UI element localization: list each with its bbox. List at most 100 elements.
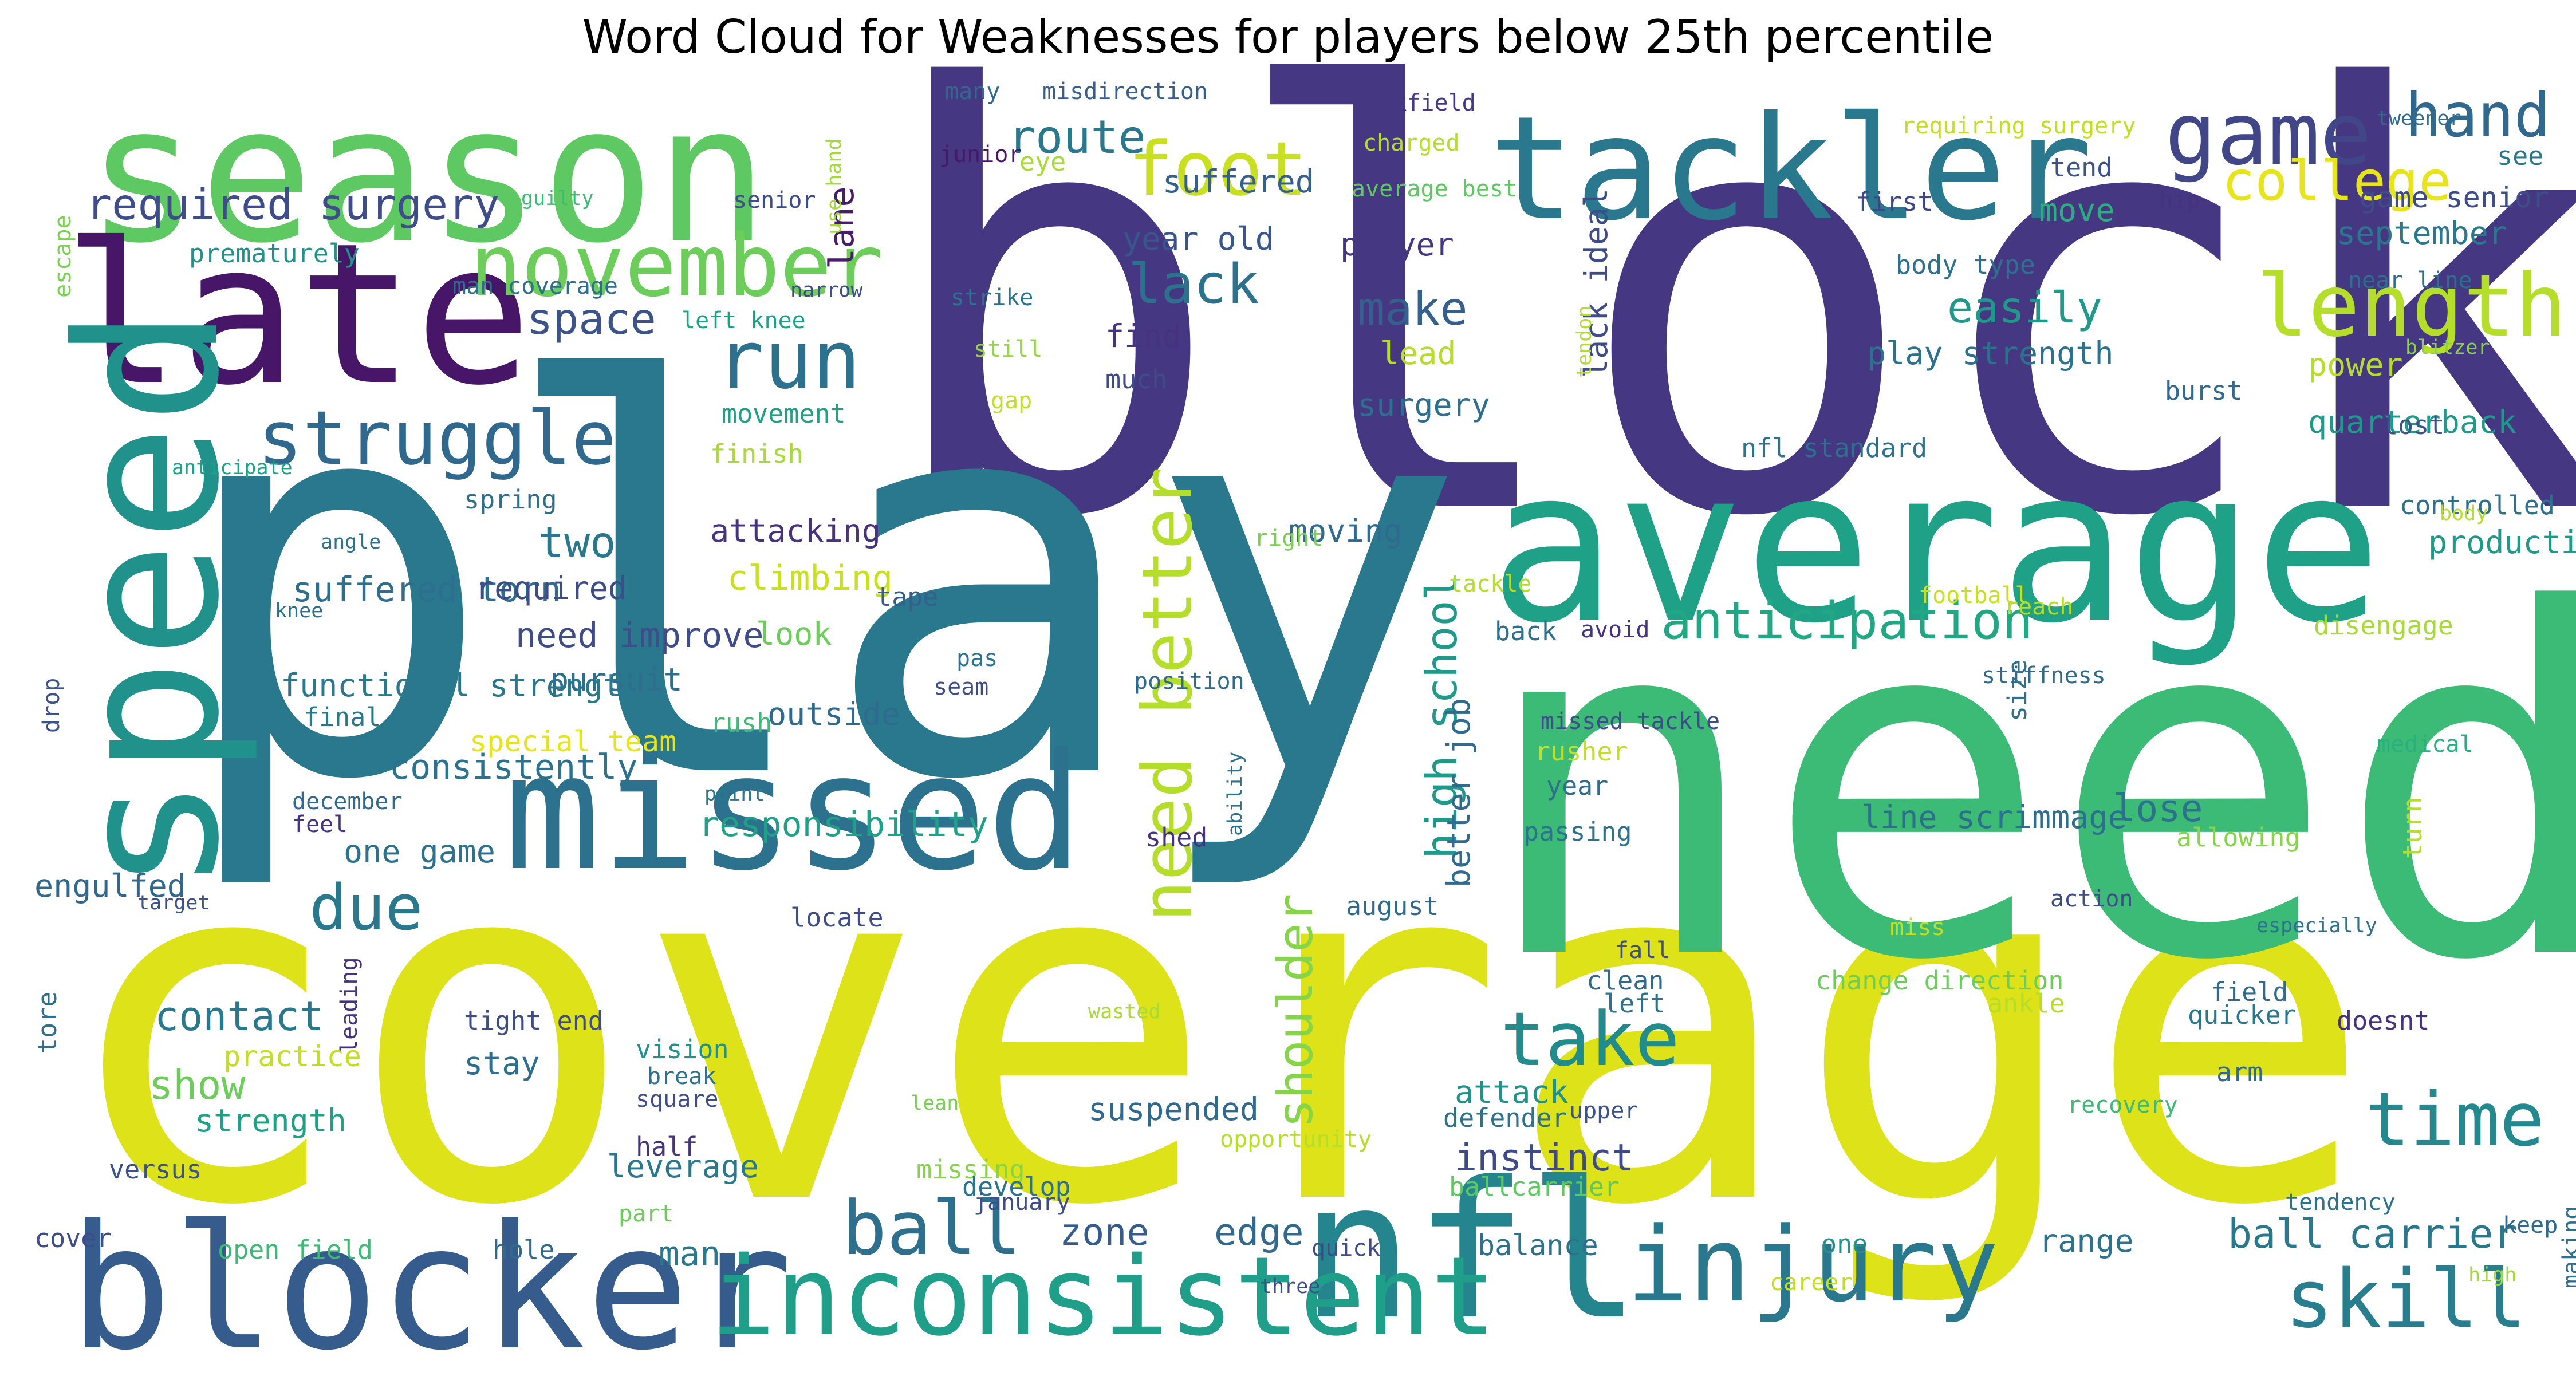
word-lead: lead bbox=[1380, 335, 1456, 372]
word-body: body bbox=[2440, 502, 2488, 525]
word-eye: eye bbox=[1019, 147, 1066, 177]
word-arm: arm bbox=[2216, 1057, 2263, 1087]
word-length: length bbox=[2256, 257, 2567, 356]
word-position: position bbox=[1134, 668, 1244, 695]
word-high: high bbox=[2468, 1264, 2517, 1287]
word-route: route bbox=[1008, 111, 1146, 164]
word-two: two bbox=[538, 517, 616, 567]
word-year: year bbox=[1546, 771, 1609, 801]
word-lean: lean bbox=[911, 1092, 959, 1115]
word-anticipation: anticipation bbox=[1661, 591, 2034, 651]
word-quick: quick bbox=[1311, 1235, 1381, 1261]
word-recovery: recovery bbox=[2067, 1092, 2178, 1118]
word-action: action bbox=[2050, 886, 2133, 912]
word-field: field bbox=[2211, 977, 2289, 1007]
word-drop: drop bbox=[38, 677, 65, 733]
word-fall: fall bbox=[1615, 937, 1671, 964]
word-escape: escape bbox=[50, 215, 76, 298]
word-attacking: attacking bbox=[710, 512, 881, 549]
word-tweener: tweener bbox=[2377, 107, 2461, 130]
word-spring: spring bbox=[464, 484, 557, 515]
word-coverage: coverage bbox=[57, 751, 2374, 1311]
word-balance: balance bbox=[1478, 1229, 1598, 1262]
word-strike: strike bbox=[951, 285, 1034, 311]
word-play-strength: play strength bbox=[1867, 335, 2114, 372]
word-square: square bbox=[636, 1086, 719, 1113]
word-first: first bbox=[1856, 187, 1933, 217]
word-one-game: one game bbox=[344, 833, 495, 870]
word-hip: hip bbox=[2159, 187, 2201, 214]
word-knee: knee bbox=[275, 600, 324, 622]
word-outside: outside bbox=[767, 696, 900, 732]
word-senior: senior bbox=[733, 187, 816, 214]
word-making: making bbox=[2558, 1205, 2576, 1289]
word-finish: finish bbox=[710, 439, 803, 469]
word-many: many bbox=[945, 78, 1001, 105]
word-leverage: leverage bbox=[607, 1148, 759, 1185]
word-december: december bbox=[292, 788, 403, 815]
word-size: size bbox=[2002, 659, 2033, 721]
word-allowing: allowing bbox=[2176, 822, 2301, 853]
word-open-field: open field bbox=[218, 1235, 373, 1265]
word-versus: versus bbox=[109, 1154, 202, 1185]
word-narrow: narrow bbox=[790, 279, 863, 302]
word-wasted: wasted bbox=[1088, 1000, 1161, 1023]
word-lose: lose bbox=[2113, 787, 2203, 830]
word-foot: foot bbox=[1128, 125, 1308, 212]
word-miss: miss bbox=[1890, 914, 1945, 941]
word-block: block bbox=[876, 0, 2576, 643]
word-angle: angle bbox=[321, 531, 381, 554]
word-prematurely: prematurely bbox=[189, 238, 360, 269]
word-upper: upper bbox=[1569, 1098, 1638, 1124]
word-functional-strength: functional strength bbox=[281, 667, 641, 704]
word-quarterback: quarterback bbox=[2308, 404, 2517, 440]
word-movement: movement bbox=[722, 399, 846, 429]
word-skill: skill bbox=[2285, 1253, 2527, 1346]
word-need-improve: need improve bbox=[515, 616, 764, 656]
word-one: one bbox=[1821, 1229, 1868, 1259]
word-ankle: ankle bbox=[1987, 988, 2065, 1019]
word-guilty: guilty bbox=[521, 187, 594, 210]
word-pursuit: pursuit bbox=[550, 661, 683, 698]
word-need: need bbox=[1478, 511, 2576, 1064]
word-tend: tend bbox=[2050, 152, 2113, 183]
word-take: take bbox=[1500, 996, 1680, 1083]
word-engulfed: engulfed bbox=[34, 868, 186, 904]
word-final: final bbox=[304, 702, 381, 732]
word-consistently: consistently bbox=[389, 747, 638, 787]
word-missing: missing bbox=[916, 1154, 1025, 1185]
word-feel: feel bbox=[292, 811, 348, 838]
word-keep: keep bbox=[2503, 1212, 2558, 1239]
word-game: game bbox=[2165, 85, 2372, 184]
word-defender: defender bbox=[1443, 1103, 1567, 1133]
word-medical: medical bbox=[2377, 731, 2473, 758]
word-football: football bbox=[1919, 582, 2029, 609]
word-make: make bbox=[1357, 282, 1468, 336]
word-play: play bbox=[172, 270, 1468, 897]
word-ball-carrier: ball carrier bbox=[2228, 1210, 2518, 1257]
word-power: power bbox=[2308, 346, 2403, 383]
word-space: space bbox=[527, 294, 656, 344]
word-charged: charged bbox=[1363, 130, 1460, 156]
word-blocker: blocker bbox=[69, 1188, 793, 1388]
word-gap: gap bbox=[991, 388, 1033, 414]
word-climbing: climbing bbox=[727, 558, 893, 598]
word-required: required bbox=[475, 570, 627, 606]
word-stiffness: stiffness bbox=[1982, 663, 2106, 689]
word-september: september bbox=[2337, 215, 2508, 251]
word-easily: easily bbox=[1947, 282, 2102, 333]
word-controlled: controlled bbox=[2400, 490, 2555, 520]
word-season: season bbox=[86, 65, 769, 285]
word-strength: strength bbox=[195, 1102, 346, 1139]
word-special-team: special team bbox=[470, 725, 677, 758]
word-surgery: surgery bbox=[1357, 387, 1490, 423]
word-tight-end: tight end bbox=[464, 1005, 604, 1036]
word-cloud: block play coverage need season late average ta… bbox=[23, 17, 2576, 1374]
word-left-knee: left knee bbox=[682, 307, 806, 334]
word-better-job: better job bbox=[1440, 697, 1477, 888]
word-especially: especially bbox=[2256, 914, 2377, 937]
word-inconsistent: inconsistent bbox=[710, 1233, 1496, 1360]
word-lost: lost bbox=[2382, 410, 2445, 440]
word-backfield: backfield bbox=[1352, 90, 1476, 116]
word-half: half bbox=[636, 1131, 698, 1162]
